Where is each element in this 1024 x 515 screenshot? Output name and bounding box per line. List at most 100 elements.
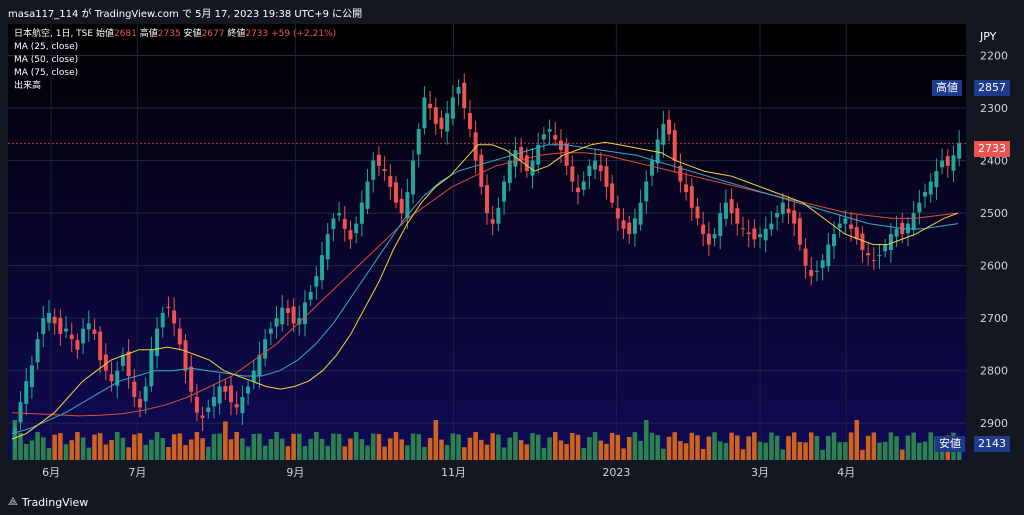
candle-body <box>672 130 677 161</box>
volume-bar <box>837 442 842 460</box>
low-value-tag: 2143 <box>974 436 1010 452</box>
volume-bar <box>882 441 888 460</box>
candle-body <box>564 143 569 166</box>
volume-bar <box>410 433 416 460</box>
candle-body <box>189 366 194 392</box>
tradingview-icon: ⟁ <box>8 495 18 508</box>
price-tick-label: 2200 <box>980 50 1008 63</box>
footer: ⟁ TradingView <box>0 486 1024 515</box>
volume-bar <box>638 440 643 460</box>
volume-bar <box>598 440 604 460</box>
legend-volume[interactable]: 出来高 <box>14 81 42 91</box>
volume-bar <box>183 445 188 460</box>
candle-body <box>98 331 103 361</box>
volume-bar <box>592 432 598 460</box>
time-tick-label: 6月 <box>42 466 60 479</box>
candle-body <box>809 269 814 277</box>
candle-body <box>769 223 774 230</box>
candle-body <box>342 219 347 229</box>
candle-body <box>285 308 290 313</box>
time-tick-label: 4月 <box>837 466 855 479</box>
legend-ma25[interactable]: MA (25, close) <box>14 42 79 52</box>
volume-bar <box>570 433 575 460</box>
candle-body <box>832 234 836 247</box>
candle-body <box>320 255 325 281</box>
candle-body <box>359 202 364 224</box>
chart-frame[interactable]: 2900 2800 2700 2600 2500 2400 2300 2200 6月 7月 9月 1… <box>8 24 1016 486</box>
legend: 日本航空, 1日, TSE 始値2681 高値2735 安値2677 終値273… <box>14 28 336 93</box>
volume-bar <box>257 433 262 460</box>
candle-body <box>524 155 529 172</box>
candle-body <box>24 381 29 404</box>
candle-body <box>132 381 137 397</box>
candle-body <box>81 328 86 344</box>
volume-bar <box>513 432 518 460</box>
price-tick-label: 2800 <box>980 365 1008 378</box>
volume-bar <box>501 447 507 460</box>
candle-body <box>519 147 524 161</box>
legend-ma50[interactable]: MA (50, close) <box>14 55 79 65</box>
volume-bar <box>137 433 143 460</box>
volume-bar <box>644 420 649 460</box>
candle-body <box>337 213 342 216</box>
volume-bar <box>820 449 825 460</box>
candle-body <box>325 234 330 260</box>
volume-bar <box>814 435 820 460</box>
candle-body <box>433 107 438 124</box>
candle-body <box>291 306 296 324</box>
candle-body <box>29 365 34 388</box>
volume-bar <box>604 443 609 460</box>
candle-body <box>894 228 899 237</box>
candle-body <box>223 386 228 392</box>
candle-body <box>723 202 728 219</box>
candle-body <box>883 244 888 252</box>
volume-bar <box>336 433 342 460</box>
volume-bar <box>791 432 797 460</box>
candle-body <box>621 220 626 229</box>
candle-body <box>940 160 945 168</box>
volume-bar <box>433 420 439 460</box>
tradingview-logo[interactable]: ⟁ TradingView <box>8 495 88 509</box>
volume-bar <box>547 437 552 460</box>
price-chart[interactable]: 2900 2800 2700 2600 2500 2400 2300 2200 6月 7月 9月 1… <box>8 24 1016 486</box>
legend-ma75[interactable]: MA (75, close) <box>14 68 79 78</box>
candle-body <box>18 402 23 423</box>
candle-body <box>667 119 672 135</box>
candle-body <box>598 165 603 172</box>
volume-bar <box>689 432 695 460</box>
candle-body <box>12 428 17 434</box>
volume-bar <box>132 434 137 460</box>
volume-bar <box>245 446 251 460</box>
candle-body <box>775 213 780 218</box>
volume-bar <box>581 448 586 460</box>
candle-body <box>837 223 842 228</box>
candle-body <box>570 166 575 182</box>
volume-bar <box>29 440 35 460</box>
low-label-tag: 安値 <box>935 436 965 452</box>
candle-body <box>456 87 461 94</box>
legend-close-label: 終値 <box>227 29 246 39</box>
volume-bar <box>797 441 803 460</box>
volume-bar <box>120 437 126 460</box>
price-axis-background <box>966 24 1016 486</box>
candle-body <box>917 202 922 213</box>
volume-bar <box>723 442 729 460</box>
candle-body <box>302 302 307 325</box>
volume-bar <box>240 438 245 460</box>
currency-label: JPY <box>979 30 997 43</box>
volume-bar <box>177 433 183 460</box>
volume-bar <box>154 432 160 460</box>
price-tick-label: 2600 <box>980 260 1008 273</box>
candle-body <box>911 213 916 230</box>
volume-bar <box>63 444 69 460</box>
volume-bar <box>757 441 763 460</box>
candle-body <box>610 183 615 203</box>
volume-bar <box>507 437 513 460</box>
last-price-tag: 2733 <box>974 141 1010 157</box>
volume-bar <box>530 433 535 460</box>
volume-bar <box>917 442 922 460</box>
volume-bar <box>143 444 148 460</box>
price-tick-label: 2300 <box>980 102 1008 115</box>
candle-body <box>536 144 541 165</box>
legend-close-value: 2733 <box>245 29 269 39</box>
